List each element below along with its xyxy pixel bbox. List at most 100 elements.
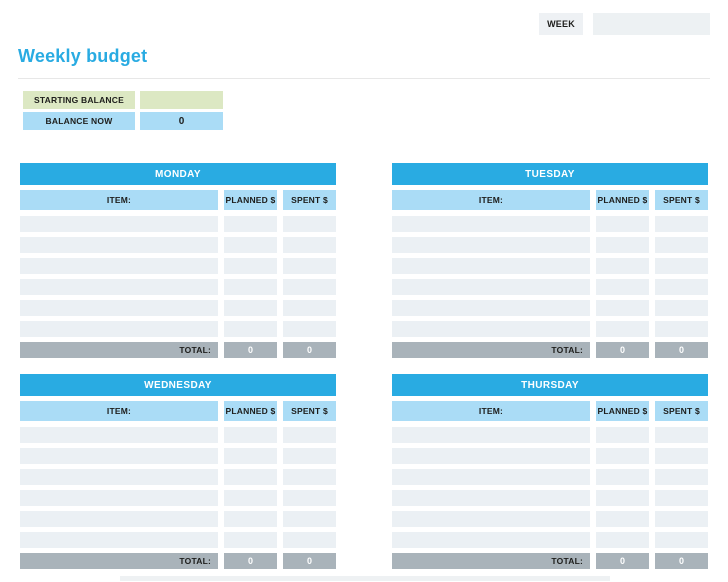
spent-cell[interactable] [655, 321, 708, 337]
item-column-header: ITEM: [392, 190, 590, 210]
spent-cell[interactable] [655, 448, 708, 464]
item-cell[interactable] [20, 490, 218, 506]
planned-cell[interactable] [596, 216, 649, 232]
planned-cell[interactable] [596, 427, 649, 443]
spent-cell[interactable] [283, 300, 336, 316]
item-row [392, 532, 708, 548]
planned-cell[interactable] [596, 532, 649, 548]
starting-balance-input[interactable] [140, 91, 223, 109]
total-planned-value: 0 [596, 342, 649, 358]
item-cell[interactable] [392, 279, 590, 295]
spent-cell[interactable] [283, 321, 336, 337]
spent-cell[interactable] [283, 469, 336, 485]
planned-column-header: PLANNED $ [596, 190, 649, 210]
planned-cell[interactable] [224, 511, 277, 527]
spent-cell[interactable] [655, 258, 708, 274]
total-planned-value: 0 [596, 553, 649, 569]
spent-cell[interactable] [283, 279, 336, 295]
item-cell[interactable] [392, 216, 590, 232]
item-cell[interactable] [20, 448, 218, 464]
day-rows [392, 216, 708, 337]
item-row [392, 511, 708, 527]
spent-cell[interactable] [283, 490, 336, 506]
item-cell[interactable] [392, 511, 590, 527]
spent-cell[interactable] [283, 427, 336, 443]
planned-cell[interactable] [596, 469, 649, 485]
planned-cell[interactable] [596, 258, 649, 274]
planned-cell[interactable] [224, 216, 277, 232]
balance-now-label: BALANCE NOW [23, 112, 135, 130]
item-cell[interactable] [392, 448, 590, 464]
spent-cell[interactable] [283, 216, 336, 232]
spent-cell[interactable] [283, 258, 336, 274]
item-row [20, 279, 336, 295]
planned-cell[interactable] [224, 532, 277, 548]
item-cell[interactable] [20, 321, 218, 337]
item-row [20, 469, 336, 485]
planned-column-header: PLANNED $ [596, 401, 649, 421]
spent-cell[interactable] [655, 469, 708, 485]
item-row [392, 490, 708, 506]
planned-cell[interactable] [224, 448, 277, 464]
planned-cell[interactable] [224, 427, 277, 443]
planned-cell[interactable] [596, 279, 649, 295]
spent-cell[interactable] [655, 300, 708, 316]
planned-cell[interactable] [596, 300, 649, 316]
item-row [20, 490, 336, 506]
spent-cell[interactable] [283, 237, 336, 253]
spent-column-header: SPENT $ [283, 401, 336, 421]
item-column-header: ITEM: [20, 190, 218, 210]
spent-cell[interactable] [655, 216, 708, 232]
item-cell[interactable] [20, 258, 218, 274]
spent-cell[interactable] [655, 511, 708, 527]
item-row [20, 300, 336, 316]
planned-cell[interactable] [596, 448, 649, 464]
day-header-monday: MONDAY [20, 163, 336, 185]
item-cell[interactable] [392, 532, 590, 548]
item-cell[interactable] [392, 321, 590, 337]
total-label: TOTAL: [20, 342, 218, 358]
spent-cell[interactable] [283, 448, 336, 464]
item-cell[interactable] [20, 237, 218, 253]
planned-cell[interactable] [596, 490, 649, 506]
item-cell[interactable] [20, 216, 218, 232]
item-cell[interactable] [392, 490, 590, 506]
item-cell[interactable] [20, 511, 218, 527]
item-cell[interactable] [392, 258, 590, 274]
spent-cell[interactable] [655, 279, 708, 295]
planned-cell[interactable] [596, 237, 649, 253]
item-cell[interactable] [392, 469, 590, 485]
day-rows [20, 216, 336, 337]
item-cell[interactable] [20, 279, 218, 295]
spent-cell[interactable] [283, 511, 336, 527]
planned-cell[interactable] [224, 237, 277, 253]
planned-cell[interactable] [224, 258, 277, 274]
day-table-wednesday: WEDNESDAY ITEM: PLANNED $ SPENT $ TOTAL:… [20, 374, 336, 569]
spent-cell[interactable] [655, 490, 708, 506]
item-row [392, 300, 708, 316]
item-cell[interactable] [392, 237, 590, 253]
week-input[interactable] [593, 13, 710, 35]
planned-cell[interactable] [224, 279, 277, 295]
item-cell[interactable] [20, 427, 218, 443]
spent-cell[interactable] [655, 237, 708, 253]
planned-cell[interactable] [224, 321, 277, 337]
starting-balance-row: STARTING BALANCE [23, 91, 223, 109]
item-cell[interactable] [392, 300, 590, 316]
item-cell[interactable] [392, 427, 590, 443]
spent-cell[interactable] [655, 427, 708, 443]
item-cell[interactable] [20, 532, 218, 548]
planned-cell[interactable] [224, 469, 277, 485]
spent-cell[interactable] [655, 532, 708, 548]
item-cell[interactable] [20, 469, 218, 485]
balance-now-value: 0 [140, 112, 223, 130]
item-cell[interactable] [20, 300, 218, 316]
item-row [392, 427, 708, 443]
item-row [392, 237, 708, 253]
day-tables: MONDAY ITEM: PLANNED $ SPENT $ TOTAL: 0 … [20, 163, 708, 569]
planned-cell[interactable] [224, 300, 277, 316]
planned-cell[interactable] [596, 321, 649, 337]
spent-cell[interactable] [283, 532, 336, 548]
planned-cell[interactable] [596, 511, 649, 527]
planned-cell[interactable] [224, 490, 277, 506]
